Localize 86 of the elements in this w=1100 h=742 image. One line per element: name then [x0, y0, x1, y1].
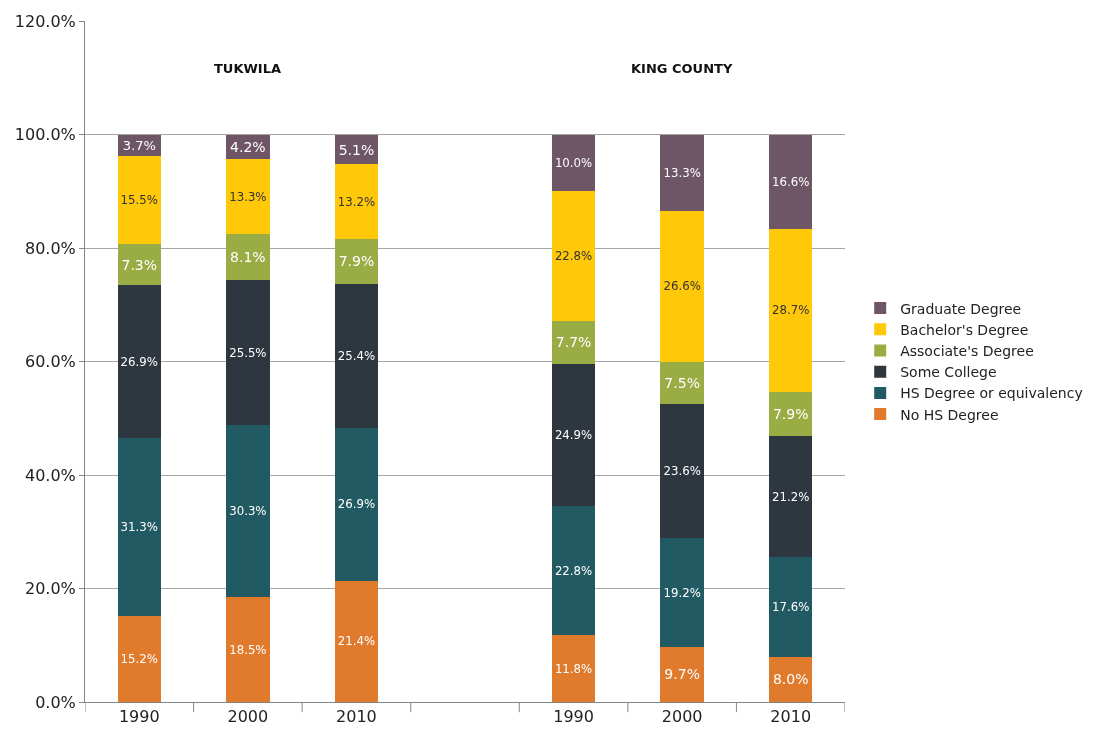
y-tick-label: 120.0% [14, 11, 76, 31]
bar [551, 635, 596, 702]
bar [226, 280, 270, 426]
data-label: 26.6% [663, 279, 701, 294]
data-label: 16.6% [772, 174, 810, 189]
y-tick-label: 100.0% [14, 125, 76, 145]
legend-label: Some College [900, 364, 997, 381]
bar [117, 156, 161, 245]
data-label: 17.6% [772, 599, 810, 614]
bar [334, 427, 379, 581]
bar [334, 164, 379, 239]
annotation: TUKWILA [214, 61, 282, 76]
data-label: 7.9% [338, 253, 375, 270]
data-label: 9.7% [664, 666, 700, 683]
legend-label: No HS Degree [900, 406, 999, 423]
bar [226, 597, 270, 702]
y-tick-label: 40.0% [24, 465, 76, 485]
data-label: 11.8% [554, 661, 593, 676]
x-tick-label: 2000 [661, 707, 703, 727]
y-tick-label: 0.0% [35, 692, 76, 712]
x-tick-label: 1990 [118, 707, 160, 727]
data-label: 10.0% [554, 156, 593, 171]
y-tick-label: 20.0% [24, 579, 76, 599]
data-label: 13.2% [337, 194, 376, 209]
data-label: 13.3% [229, 189, 267, 204]
y-tick-label: 60.0% [24, 352, 76, 372]
bar [226, 234, 270, 281]
bar [117, 438, 161, 616]
x-tick-label: 1990 [553, 707, 594, 727]
data-label: 25.5% [229, 345, 267, 360]
bar [769, 134, 813, 229]
data-label: 24.9% [554, 428, 593, 443]
data-label: 19.2% [663, 585, 701, 600]
data-label: 4.2% [230, 138, 266, 155]
bar [660, 135, 704, 211]
data-label: 21.2% [772, 489, 810, 504]
bar [769, 556, 813, 657]
data-label: 8.0% [772, 671, 809, 688]
data-label: 22.8% [554, 563, 593, 578]
bar [334, 580, 379, 702]
bar [226, 158, 270, 235]
data-label: 7.3% [121, 256, 158, 273]
data-label: 13.3% [663, 166, 701, 181]
legend-label: Associate's Degree [900, 342, 1034, 359]
data-label: 23.6% [663, 464, 701, 479]
data-label: 15.5% [120, 193, 158, 208]
bar [660, 210, 704, 362]
x-tick-label: 2010 [770, 707, 812, 727]
legend-label: HS Degree or equivalency [900, 385, 1083, 402]
x-tick-label: 2010 [336, 707, 377, 727]
data-label: 25.4% [337, 349, 376, 364]
bar [660, 646, 704, 702]
bar [551, 505, 596, 636]
bar [660, 404, 704, 538]
data-label: 28.7% [772, 303, 810, 318]
data-label: 5.1% [338, 141, 375, 158]
data-label: 31.3% [120, 520, 158, 535]
bar [334, 238, 379, 284]
data-label: 26.9% [337, 497, 376, 512]
data-label: 21.4% [337, 634, 376, 649]
data-label: 30.3% [229, 504, 267, 519]
legend-label: Graduate Degree [900, 300, 1022, 317]
bar [551, 134, 596, 192]
data-label: 7.5% [664, 374, 700, 391]
legend-label: Bachelor's Degree [900, 321, 1029, 338]
bar [551, 364, 596, 506]
data-label: 7.9% [772, 405, 809, 422]
bar [551, 191, 596, 321]
data-label: 22.8% [554, 249, 593, 264]
y-tick-label: 80.0% [24, 238, 76, 258]
bar [117, 615, 161, 702]
bar [226, 425, 270, 598]
data-label: 26.9% [120, 354, 158, 369]
data-label: 3.7% [122, 138, 156, 154]
data-label: 18.5% [229, 642, 267, 657]
bar [117, 285, 161, 439]
data-label: 8.1% [230, 249, 266, 266]
data-label: 7.7% [555, 334, 592, 351]
bar [334, 283, 379, 428]
bar [769, 436, 813, 557]
data-label: 15.2% [120, 652, 158, 667]
x-tick-label: 2000 [227, 707, 269, 727]
bar [769, 228, 813, 392]
bar [660, 537, 704, 647]
annotation: KING COUNTY [631, 61, 733, 76]
bar [660, 361, 704, 405]
